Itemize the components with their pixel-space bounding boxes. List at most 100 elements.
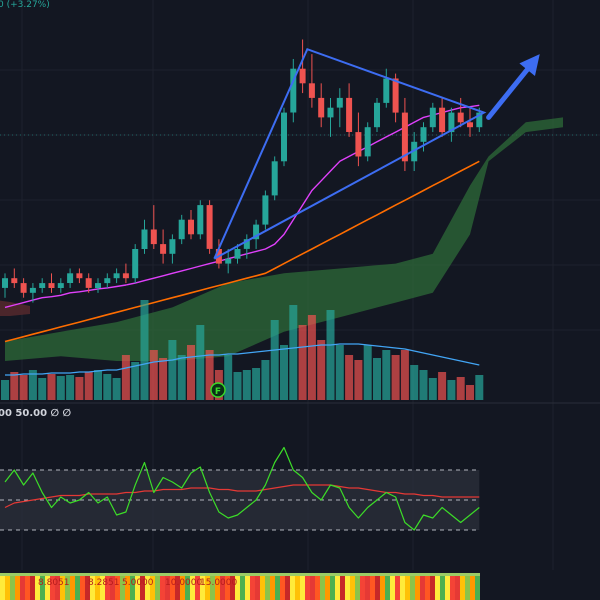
- heatmap-cell: [440, 573, 445, 600]
- candle-body: [355, 132, 362, 157]
- candle-body: [476, 112, 483, 128]
- heatmap-cell: [275, 573, 280, 600]
- volume-bar: [196, 325, 205, 400]
- volume-bar: [307, 315, 316, 400]
- heatmap-cell: [220, 573, 225, 600]
- candle-body: [281, 112, 287, 162]
- heatmap-cell: [250, 573, 255, 600]
- candle-body: [169, 239, 176, 254]
- heatmap-top-row: [0, 573, 480, 576]
- candle: [243, 234, 250, 259]
- volume-bar: [224, 355, 233, 400]
- heatmap-cell: [405, 573, 410, 600]
- heatmap-cell: [365, 573, 370, 600]
- candle-body: [448, 112, 455, 133]
- heatmap-cell: [350, 573, 355, 600]
- candle: [467, 107, 473, 137]
- heatmap-cell: [225, 573, 230, 600]
- heatmap-cell: [340, 573, 345, 600]
- heatmap-cell: [235, 573, 240, 600]
- candle-body: [439, 107, 446, 133]
- heatmap-cell: [460, 573, 465, 600]
- volume-bar: [66, 375, 75, 400]
- candle: [225, 248, 232, 274]
- heatmap-cell: [335, 573, 340, 600]
- candle-body: [57, 283, 64, 288]
- volume-bar: [47, 374, 56, 400]
- candle: [95, 278, 101, 293]
- volume-bar: [326, 310, 335, 400]
- candle: [299, 39, 306, 94]
- volume-bar: [103, 374, 112, 400]
- volume-bar: [75, 377, 84, 400]
- heatmap-cell: [285, 573, 290, 600]
- volume-bar: [159, 358, 168, 400]
- volume-bar: [289, 305, 298, 400]
- candle: [67, 268, 74, 288]
- candle: [355, 112, 362, 167]
- candle: [429, 102, 436, 133]
- heatmap-cell: [130, 573, 135, 600]
- heatmap-cell: [205, 573, 210, 600]
- heatmap-cell: [25, 573, 30, 600]
- volume-bar: [317, 340, 326, 400]
- candle-body: [11, 278, 18, 284]
- candle-body: [122, 273, 129, 279]
- candle-body: [29, 287, 36, 293]
- candle-body: [178, 219, 185, 240]
- heatmap-cell: [370, 573, 375, 600]
- heatmap-cell: [455, 573, 460, 600]
- heatmap-cell: [400, 573, 405, 600]
- candle-body: [39, 283, 46, 288]
- heatmap-cell: [345, 573, 350, 600]
- candle-body: [401, 112, 408, 162]
- heatmap-cell: [295, 573, 300, 600]
- candle: [271, 156, 278, 201]
- candle-body: [2, 278, 8, 288]
- heatmap-cell: [30, 573, 35, 600]
- candle: [234, 244, 241, 264]
- candle: [76, 268, 83, 284]
- heatmap-cell: [110, 573, 115, 600]
- volume-bar: [466, 385, 474, 400]
- candle: [2, 273, 8, 298]
- heatmap-cell: [20, 573, 25, 600]
- heatmap-cell: [465, 573, 470, 600]
- candle: [57, 278, 64, 293]
- triangle-outline: [213, 47, 487, 260]
- candle-body: [76, 273, 83, 279]
- heatmap-cell: [155, 573, 160, 600]
- volume-bar: [56, 376, 65, 400]
- candle-body: [336, 97, 343, 108]
- candle: [374, 97, 380, 133]
- heatmap-cell: [70, 573, 75, 600]
- heatmap-cell: [115, 573, 120, 600]
- candle: [327, 97, 334, 137]
- candle-body: [467, 122, 473, 128]
- heatmap-cell: [40, 573, 45, 600]
- candle-body: [104, 278, 111, 284]
- volume-bar: [28, 370, 37, 400]
- candle: [318, 83, 325, 128]
- heatmap-cell: [320, 573, 325, 600]
- heatmap-cell: [430, 573, 435, 600]
- heatmap-cell: [145, 573, 150, 600]
- candle-body: [67, 273, 74, 283]
- heatmap-cell: [410, 573, 415, 600]
- heatmap-cell: [230, 573, 235, 600]
- ma-fast-line: [4, 104, 480, 309]
- heatmap-cell: [420, 573, 425, 600]
- candle-body: [318, 97, 325, 118]
- candle-body: [225, 258, 232, 264]
- heatmap-cell: [170, 573, 175, 600]
- ma-slow-line: [4, 160, 480, 343]
- candle: [104, 273, 111, 288]
- heatmap-cell: [100, 573, 105, 600]
- heatmap-cell: [215, 573, 220, 600]
- heatmap-cell: [245, 573, 250, 600]
- heatmap-cell: [5, 573, 10, 600]
- candle-body: [457, 112, 464, 123]
- heatmap-cell: [15, 573, 20, 600]
- candle: [122, 263, 129, 284]
